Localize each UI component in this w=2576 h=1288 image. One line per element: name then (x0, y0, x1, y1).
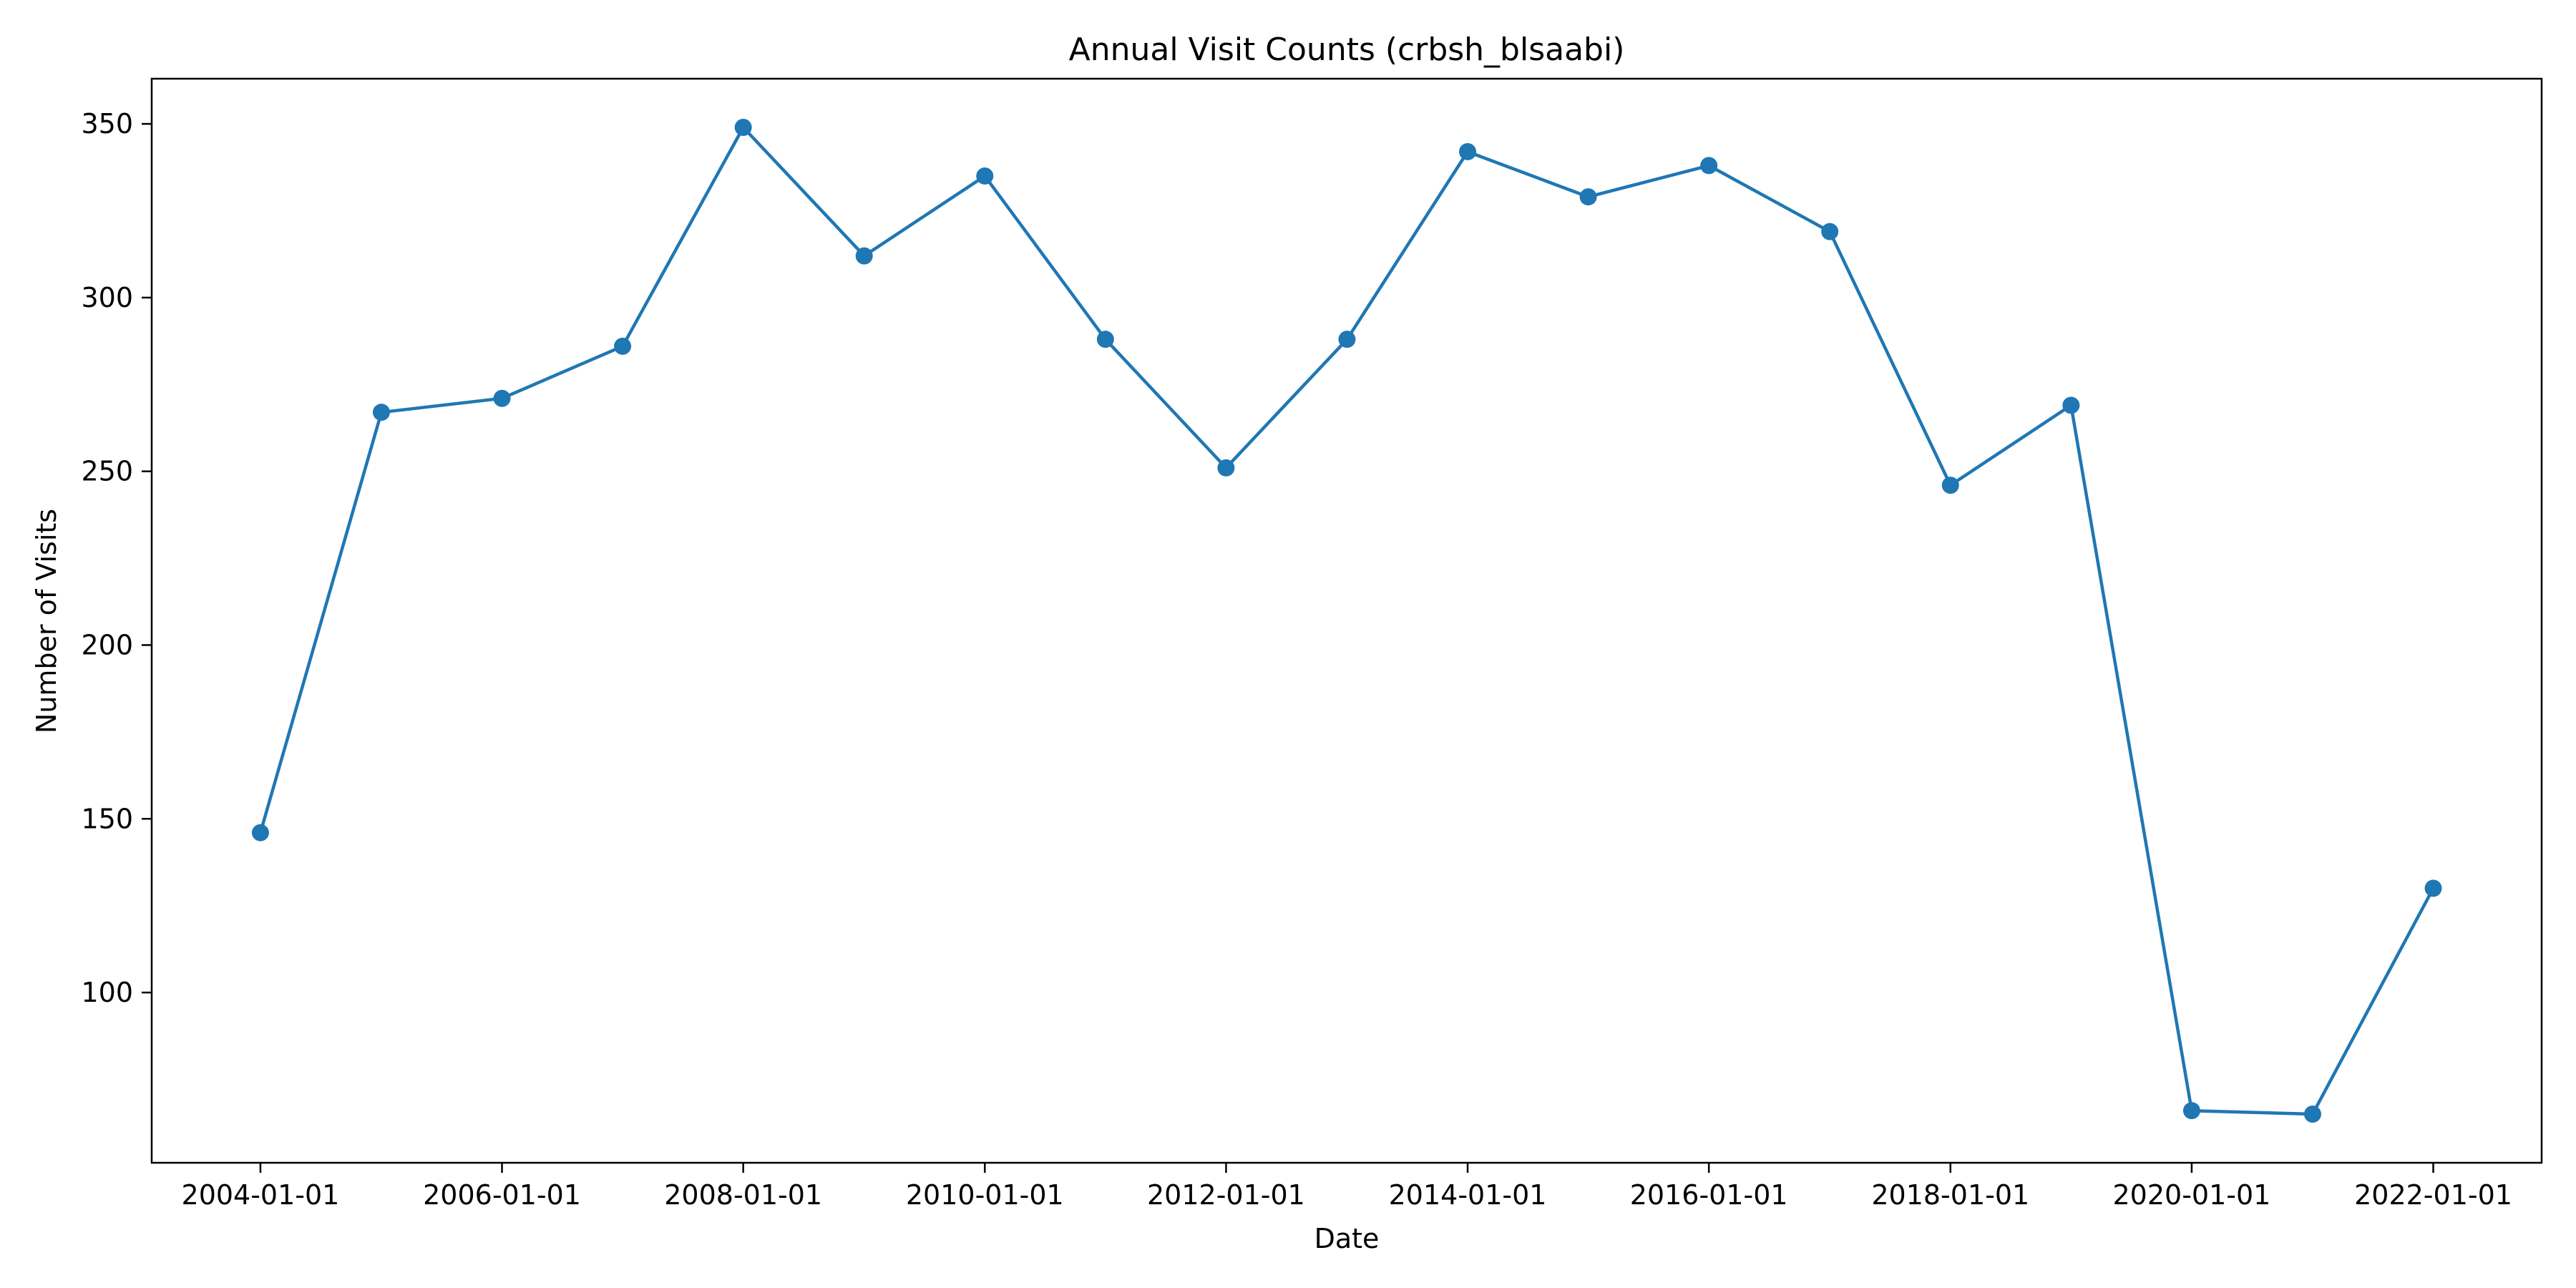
x-tick-label: 2010-01-01 (906, 1179, 1064, 1211)
data-point (1941, 477, 1959, 494)
data-point (2062, 396, 2080, 414)
data-point (1096, 331, 1114, 348)
x-tick-label: 2006-01-01 (423, 1179, 581, 1211)
data-point (372, 404, 390, 421)
data-point (1700, 157, 1718, 175)
data-point (614, 337, 632, 355)
y-tick-label: 150 (81, 803, 133, 834)
data-point (1217, 459, 1235, 477)
x-tick-label: 2014-01-01 (1389, 1179, 1547, 1211)
y-tick-label: 100 (81, 977, 133, 1008)
data-point (1459, 142, 1477, 160)
x-tick-label: 2016-01-01 (1630, 1179, 1788, 1211)
x-tick-label: 2008-01-01 (664, 1179, 822, 1211)
x-tick-label: 2022-01-01 (2354, 1179, 2512, 1211)
data-point (1821, 223, 1839, 240)
chart-title: Annual Visit Counts (crbsh_blsaabi) (1069, 31, 1625, 68)
data-point (734, 118, 752, 136)
data-point (855, 247, 873, 265)
x-axis: 2004-01-01 2006-01-01 2008-01-01 2010-01-01… (182, 1163, 2512, 1211)
x-tick-label: 2004-01-01 (182, 1179, 340, 1211)
x-tick-label: 2018-01-01 (1871, 1179, 2029, 1211)
y-axis: 100 150 200 250 300 350 (81, 108, 152, 1008)
data-point (1579, 188, 1597, 206)
x-tick-label: 2020-01-01 (2112, 1179, 2270, 1211)
y-tick-label: 350 (81, 108, 133, 140)
plot-frame (150, 77, 2543, 1164)
data-point (2424, 879, 2442, 897)
data-point (251, 824, 269, 841)
series-layer (251, 118, 2442, 1123)
data-point (976, 167, 994, 185)
y-tick-label: 300 (81, 282, 133, 313)
data-point (493, 389, 511, 407)
data-point (2182, 1102, 2200, 1120)
y-tick-label: 200 (81, 629, 133, 660)
x-tick-label: 2012-01-01 (1147, 1179, 1305, 1211)
data-point (2303, 1106, 2321, 1123)
y-tick-label: 250 (81, 456, 133, 487)
x-axis-label: Date (1314, 1223, 1380, 1254)
plot-area (150, 77, 2543, 1164)
y-axis-label: Number of Visits (31, 509, 62, 733)
data-point (1338, 331, 1356, 348)
